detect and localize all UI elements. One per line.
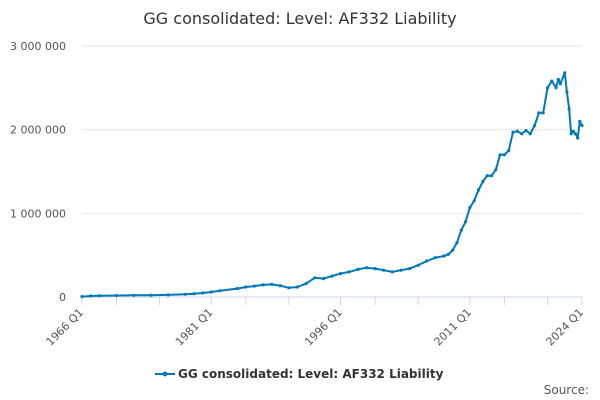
data-point[interactable] xyxy=(511,130,515,134)
data-point[interactable] xyxy=(541,111,545,115)
gridlines xyxy=(82,45,582,298)
data-point[interactable] xyxy=(569,132,573,136)
data-point[interactable] xyxy=(433,256,437,260)
x-tick-label: 2011 Q1 xyxy=(432,306,475,349)
data-point[interactable] xyxy=(425,259,429,263)
data-point[interactable] xyxy=(114,293,119,298)
y-tick-label: 0 xyxy=(59,291,66,304)
data-point[interactable] xyxy=(545,86,550,90)
data-point[interactable] xyxy=(537,111,541,115)
source-label: Source: xyxy=(544,383,589,397)
data-point[interactable] xyxy=(554,86,558,90)
data-point[interactable] xyxy=(578,119,582,123)
data-point[interactable] xyxy=(459,228,463,232)
legend-marker-swatch xyxy=(162,371,168,377)
data-point[interactable] xyxy=(132,293,136,297)
data-point[interactable] xyxy=(97,294,101,298)
data-point[interactable] xyxy=(442,254,446,258)
data-point[interactable] xyxy=(339,272,343,276)
data-point[interactable] xyxy=(304,282,308,286)
data-point[interactable] xyxy=(563,71,567,75)
data-point[interactable] xyxy=(252,284,256,288)
data-point[interactable] xyxy=(321,277,325,281)
data-point[interactable] xyxy=(313,276,317,280)
data-point[interactable] xyxy=(364,266,369,270)
x-tick-label: 2024 Q1 xyxy=(544,306,587,349)
data-point[interactable] xyxy=(218,289,222,293)
chart-title: GG consolidated: Level: AF332 Liability xyxy=(143,9,456,28)
data-point[interactable] xyxy=(550,79,554,83)
data-point[interactable] xyxy=(502,153,506,157)
data-point[interactable] xyxy=(183,292,187,296)
data-point[interactable] xyxy=(556,77,560,82)
data-point[interactable] xyxy=(270,282,274,286)
x-axis: 1966 Q1 1981 Q1 1996 Q1 2011 Q1 2024 Q1 xyxy=(44,296,587,349)
data-point[interactable] xyxy=(166,293,170,297)
data-point[interactable] xyxy=(80,295,84,299)
data-point[interactable] xyxy=(356,267,360,271)
x-tick-label: 1981 Q1 xyxy=(173,306,216,349)
data-point[interactable] xyxy=(390,270,394,274)
data-point[interactable] xyxy=(477,188,481,192)
data-point[interactable] xyxy=(515,129,519,133)
data-point[interactable] xyxy=(498,153,502,157)
data-point[interactable] xyxy=(507,149,511,153)
y-tick-label: 3 000 000 xyxy=(10,40,66,53)
data-point[interactable] xyxy=(382,268,386,272)
data-point[interactable] xyxy=(455,241,459,245)
data-point[interactable] xyxy=(533,123,537,128)
data-point[interactable] xyxy=(89,294,93,298)
data-point[interactable] xyxy=(472,199,476,203)
y-tick-label: 2 000 000 xyxy=(10,124,66,137)
data-point[interactable] xyxy=(528,132,532,136)
series-line[interactable] xyxy=(81,71,583,298)
data-point[interactable] xyxy=(149,293,153,297)
data-point[interactable] xyxy=(287,286,291,290)
data-point[interactable] xyxy=(580,123,584,128)
data-point[interactable] xyxy=(399,268,403,272)
data-point[interactable] xyxy=(235,287,239,291)
data-point[interactable] xyxy=(485,174,489,178)
data-point[interactable] xyxy=(558,82,563,86)
data-point[interactable] xyxy=(192,292,196,296)
data-point[interactable] xyxy=(571,129,576,133)
x-tick-label: 1966 Q1 xyxy=(44,306,87,349)
data-point[interactable] xyxy=(451,248,455,252)
data-point[interactable] xyxy=(244,285,248,289)
y-tick-label: 1 000 000 xyxy=(10,207,66,220)
data-point[interactable] xyxy=(565,90,569,94)
data-point[interactable] xyxy=(261,283,265,287)
data-point[interactable] xyxy=(464,220,468,224)
data-point[interactable] xyxy=(295,285,300,289)
series-group xyxy=(80,71,584,299)
data-point[interactable] xyxy=(373,267,377,271)
x-tick-label: 1996 Q1 xyxy=(302,306,345,349)
legend-label: GG consolidated: Level: AF332 Liability xyxy=(178,367,444,381)
data-point[interactable] xyxy=(567,107,571,111)
data-point[interactable] xyxy=(201,291,205,295)
data-point[interactable] xyxy=(494,168,498,172)
data-point[interactable] xyxy=(278,284,282,288)
data-point[interactable] xyxy=(481,179,485,184)
data-point[interactable] xyxy=(576,136,580,140)
data-point[interactable] xyxy=(209,290,213,294)
data-point[interactable] xyxy=(524,128,528,133)
y-axis: 0 1 000 000 2 000 000 3 000 000 xyxy=(10,40,66,304)
data-point[interactable] xyxy=(573,132,578,136)
data-point[interactable] xyxy=(416,263,420,267)
data-point[interactable] xyxy=(330,274,334,278)
legend[interactable]: GG consolidated: Level: AF332 Liability xyxy=(155,367,444,381)
data-point[interactable] xyxy=(446,252,450,256)
data-point[interactable] xyxy=(489,174,494,178)
data-point[interactable] xyxy=(468,205,472,210)
data-point[interactable] xyxy=(347,270,351,274)
data-point[interactable] xyxy=(520,132,524,136)
data-point[interactable] xyxy=(408,267,412,271)
